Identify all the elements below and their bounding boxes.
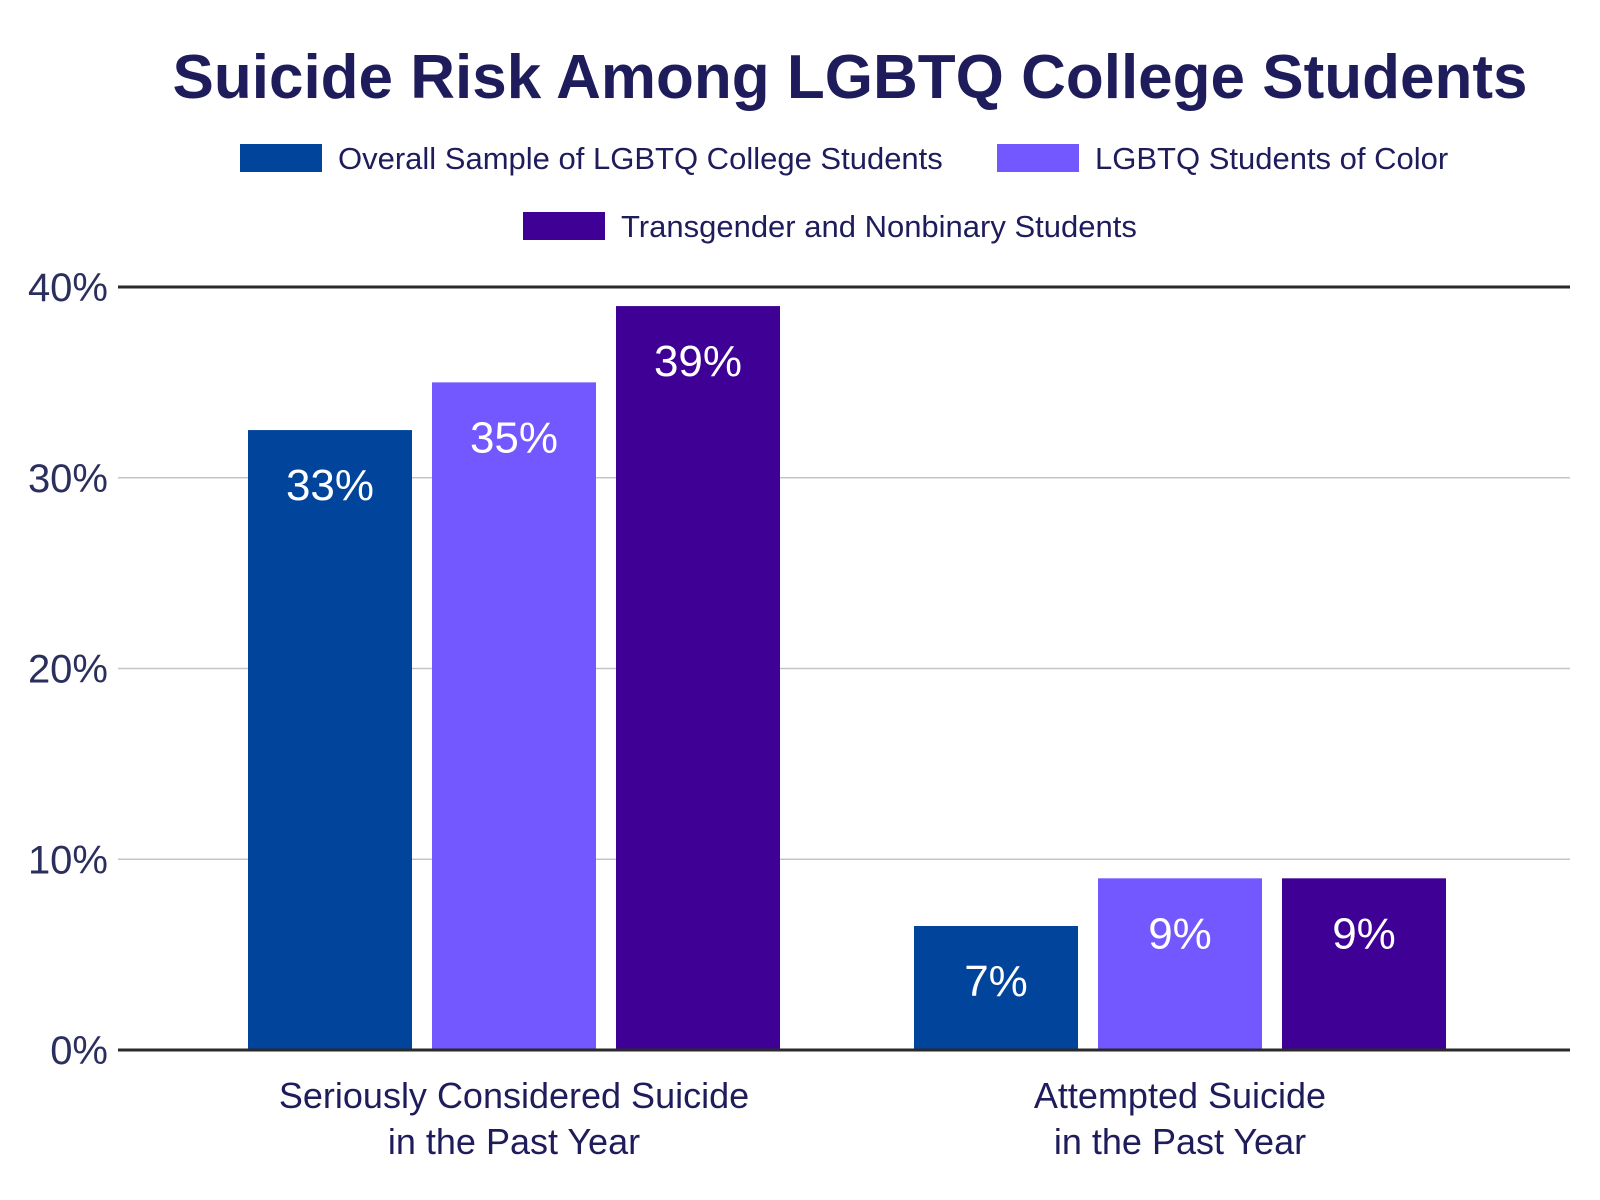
bar-transgender-and-nonbinary-students-1: [616, 306, 780, 1050]
data-label: 33%: [286, 461, 374, 510]
bar-overall-sample-of-lgbtq-college-students-2: [914, 926, 1078, 1050]
x-category-label-line: in the Past Year: [1054, 1121, 1306, 1162]
bar-overall-sample-of-lgbtq-college-students-1: [248, 430, 412, 1050]
legend-label: LGBTQ Students of Color: [1095, 141, 1448, 176]
data-label: 35%: [470, 413, 558, 462]
data-labels: 33% 35% 39% 7% 9% 9%: [286, 337, 1396, 1006]
legend-swatch: [997, 144, 1079, 172]
bar-lgbtq-students-of-color-1: [432, 382, 596, 1050]
data-label: 9%: [1148, 909, 1212, 958]
category-labels: Seriously Considered Suicide in the Past …: [279, 1075, 1326, 1162]
legend-item-lgbtq-students-of-color: LGBTQ Students of Color: [997, 141, 1448, 176]
legend: Overall Sample of LGBTQ College Students…: [240, 141, 1448, 244]
legend-item-overall-sample-of-lgbtq-college-students: Overall Sample of LGBTQ College Students: [240, 141, 943, 176]
x-category-label: Seriously Considered Suicide in the Past …: [279, 1075, 749, 1162]
data-label: 7%: [964, 957, 1028, 1006]
legend-swatch: [523, 212, 605, 240]
y-tick-label: 10%: [28, 838, 108, 882]
y-tick-label: 30%: [28, 457, 108, 501]
x-category-label: Attempted Suicide in the Past Year: [1034, 1075, 1326, 1162]
data-label: 39%: [654, 337, 742, 386]
bar-transgender-and-nonbinary-students-2: [1282, 878, 1446, 1050]
axes: [118, 285, 1570, 1052]
y-tick-label: 20%: [28, 648, 108, 692]
legend-label: Transgender and Nonbinary Students: [621, 209, 1137, 244]
legend-swatch: [240, 144, 322, 172]
x-category-label-line: in the Past Year: [388, 1121, 640, 1162]
data-label: 9%: [1332, 909, 1396, 958]
legend-item-transgender-and-nonbinary-students: Transgender and Nonbinary Students: [523, 209, 1137, 244]
y-axis-tick-labels: 0% 10% 20% 30% 40%: [28, 266, 108, 1073]
chart-title: Suicide Risk Among LGBTQ College Student…: [173, 43, 1528, 112]
y-tick-label: 0%: [50, 1029, 108, 1073]
legend-label: Overall Sample of LGBTQ College Students: [338, 141, 943, 176]
bars: [248, 306, 1446, 1050]
bar-lgbtq-students-of-color-2: [1098, 878, 1262, 1050]
x-category-label-line: Attempted Suicide: [1034, 1075, 1326, 1116]
x-category-label-line: Seriously Considered Suicide: [279, 1075, 749, 1116]
y-tick-label: 40%: [28, 266, 108, 310]
